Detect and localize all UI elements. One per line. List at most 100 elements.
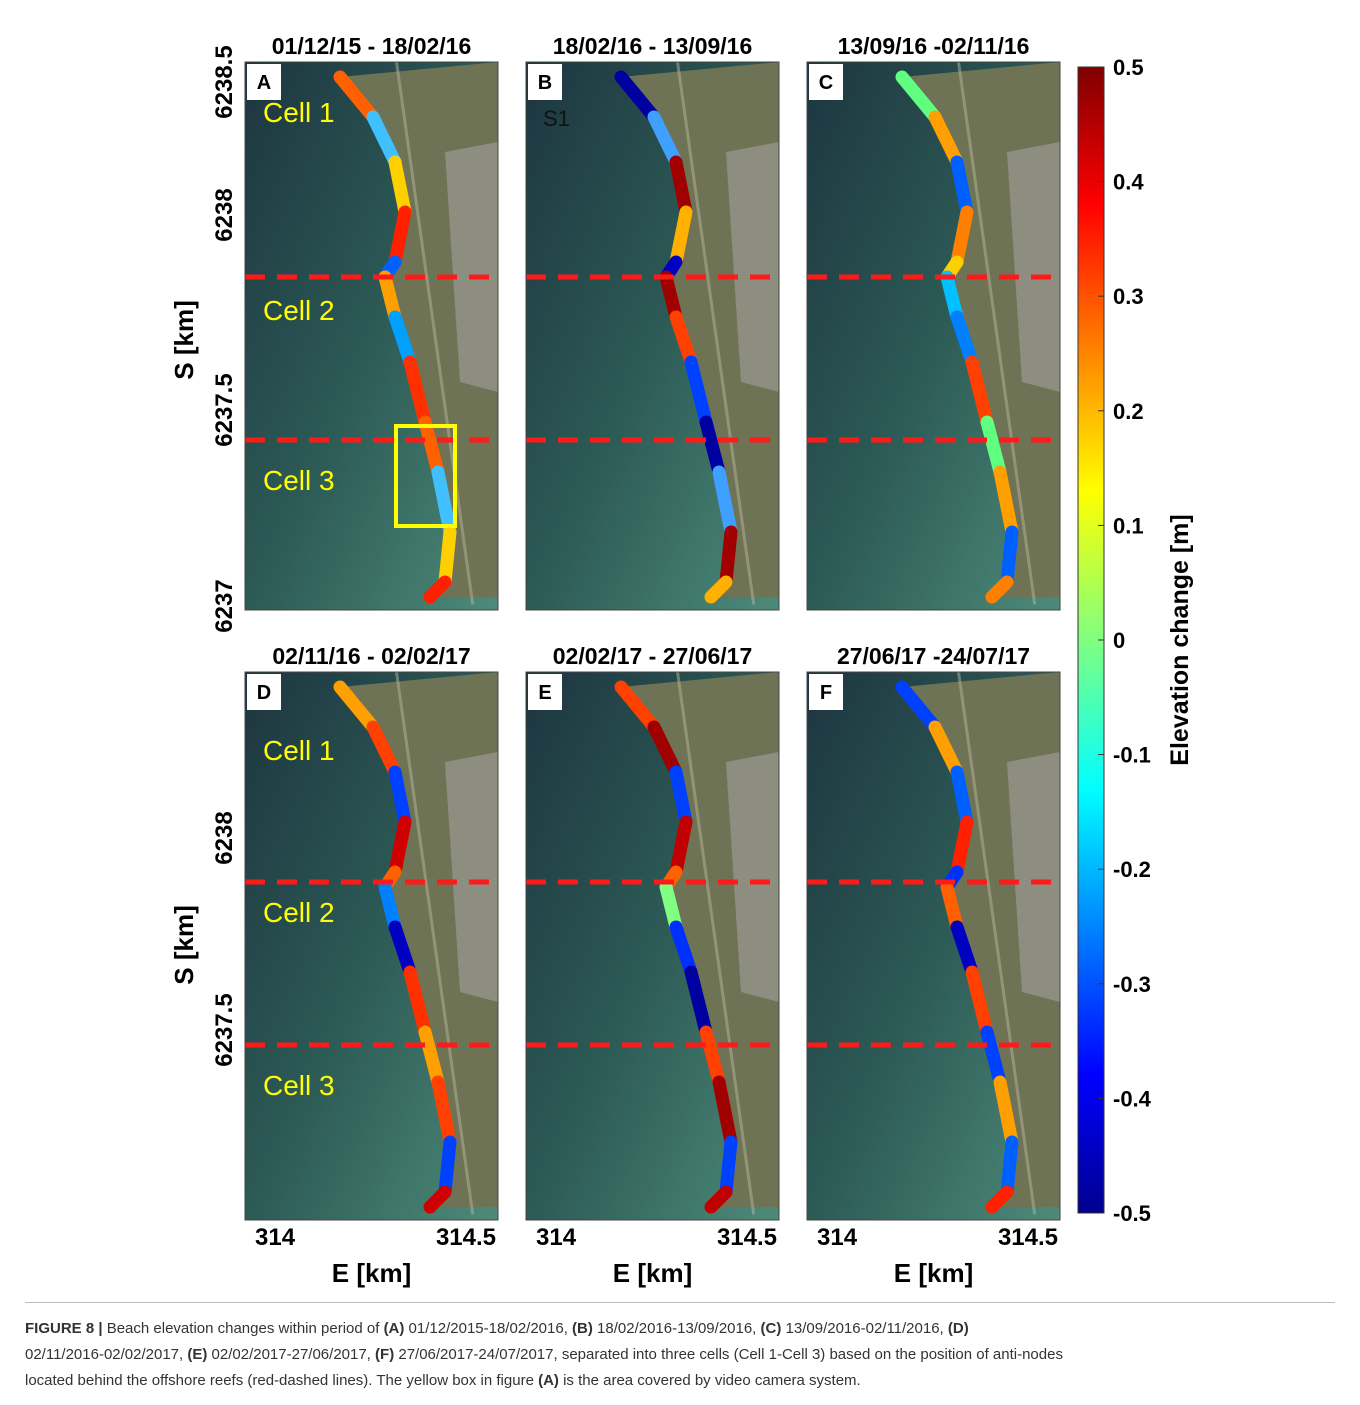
caption-line: located behind the offshore reefs (red-d…	[25, 1368, 1335, 1394]
beach-strip	[965, 965, 994, 1039]
panel-frame	[525, 61, 780, 611]
beach-strip	[423, 1185, 452, 1214]
beach-strip	[669, 815, 693, 879]
caption-text: (C)	[760, 1320, 782, 1337]
beach-strip	[1000, 525, 1019, 589]
cell-label: Cell 3	[263, 465, 335, 496]
panel-title: 13/09/16 -02/11/16	[838, 33, 1030, 59]
road	[957, 61, 1037, 605]
map-panel: D	[244, 671, 499, 1221]
caption-text: (A)	[538, 1372, 559, 1389]
beach-strip	[388, 765, 412, 829]
y-tick-label: 6238	[211, 188, 238, 241]
panel-frame	[806, 61, 1061, 611]
colorbar-tick-label: -0.2	[1113, 857, 1151, 882]
panel-frame	[244, 671, 499, 1221]
beach-strip	[940, 880, 964, 934]
map-panel: A	[244, 61, 499, 611]
caption-text: 02/02/2017-27/06/2017,	[207, 1346, 376, 1363]
beach-strip	[704, 1185, 733, 1214]
beach-strip	[659, 880, 683, 934]
x-axis-label: E [km]	[332, 1258, 411, 1288]
urban	[445, 142, 498, 392]
road	[957, 671, 1037, 1215]
figure: A01/12/15 - 18/02/16 Cell 1 Cell 2 Cell 3 B 1…	[169, 33, 1194, 1288]
caption-text: is the area covered by video camera syst…	[558, 1372, 861, 1389]
beach-strip	[684, 355, 713, 429]
map-panel: B	[525, 61, 780, 611]
panel-letter: F	[820, 682, 832, 704]
caption: FIGURE 8 | Beach elevation changes withi…	[25, 1316, 1335, 1394]
beach-strip	[950, 815, 974, 879]
beach-strip	[423, 575, 452, 604]
map-panel: E	[525, 671, 780, 1221]
caption-line: 02/11/2016-02/02/2017, (E) 02/02/2017-27…	[25, 1342, 1335, 1368]
panel-letter: D	[257, 682, 271, 704]
beach-strip	[366, 720, 402, 779]
y-tick-label: 6237.5	[211, 373, 238, 446]
cell-label: Cell 3	[263, 1070, 335, 1101]
beach-strip	[699, 415, 726, 479]
caption-text: 27/06/2017-24/07/2017, separated into th…	[394, 1346, 1063, 1363]
urban	[1007, 142, 1060, 392]
beach-strip	[1000, 1135, 1019, 1199]
caption-text: FIGURE 8 |	[25, 1320, 103, 1337]
beach-strip	[388, 815, 412, 879]
beach-strip	[950, 765, 974, 829]
beach-strip	[366, 110, 402, 169]
x-tick-label: 314	[255, 1224, 296, 1251]
caption-text: located behind the offshore reefs (red-d…	[25, 1372, 539, 1389]
x-tick-label: 314.5	[436, 1224, 496, 1251]
cell-label: Cell 2	[263, 295, 335, 326]
beach-strip	[965, 355, 994, 429]
beach-strip	[669, 205, 693, 269]
caption-text: 13/09/2016-02/11/2016,	[781, 1320, 948, 1337]
beach-strip	[895, 680, 942, 734]
colorbar-tick-label: -0.3	[1113, 972, 1151, 997]
colorbar-tick-label: 0.1	[1113, 513, 1144, 538]
urban	[726, 752, 779, 1002]
beach-strip	[378, 270, 402, 324]
separator	[25, 1302, 1335, 1303]
road	[676, 671, 756, 1215]
map-panel: C	[806, 61, 1061, 611]
cell-label: Cell 1	[263, 735, 335, 766]
beach-strip	[388, 205, 412, 269]
panel-letter: A	[257, 72, 271, 94]
beach-strip	[950, 205, 974, 269]
colorbar-tick-label: 0.5	[1113, 55, 1144, 80]
letter-box	[247, 674, 281, 710]
cell-label: Cell 1	[263, 97, 335, 128]
beach-strip	[431, 465, 457, 539]
road	[676, 61, 756, 605]
beach-strip	[647, 110, 683, 169]
beach-strip	[614, 70, 661, 124]
letter-box	[809, 64, 843, 100]
beach-strip	[950, 310, 979, 369]
beach-strip	[940, 270, 964, 324]
urban	[1007, 752, 1060, 1002]
panel-title: 02/02/17 - 27/06/17	[553, 643, 753, 669]
panel-title: 01/12/15 - 18/02/16	[272, 33, 472, 59]
beach-strip	[388, 155, 412, 219]
colorbar-tick-label: 0.4	[1113, 170, 1144, 195]
beach-strip	[719, 1135, 738, 1199]
beach-strip	[928, 110, 964, 169]
colorbar-tick-label: 0	[1113, 628, 1125, 653]
panel-frame	[244, 61, 499, 611]
y-axis-label: S [km]	[169, 300, 199, 379]
map-panel: F	[806, 671, 1061, 1221]
caption-text: (B)	[572, 1320, 593, 1337]
beach-strip	[699, 1025, 726, 1089]
x-tick-label: 314.5	[717, 1224, 777, 1251]
colorbar	[1077, 66, 1105, 1214]
y-tick-label: 6238.5	[211, 45, 238, 118]
colorbar-tick-label: -0.5	[1113, 1201, 1151, 1226]
beach-strip	[985, 575, 1014, 604]
panel-frame	[806, 671, 1061, 1221]
caption-text: (F)	[375, 1346, 395, 1363]
beach-strip	[950, 155, 974, 219]
beach-strip	[669, 920, 698, 979]
beach-strip	[985, 1185, 1014, 1214]
x-tick-label: 314	[536, 1224, 577, 1251]
